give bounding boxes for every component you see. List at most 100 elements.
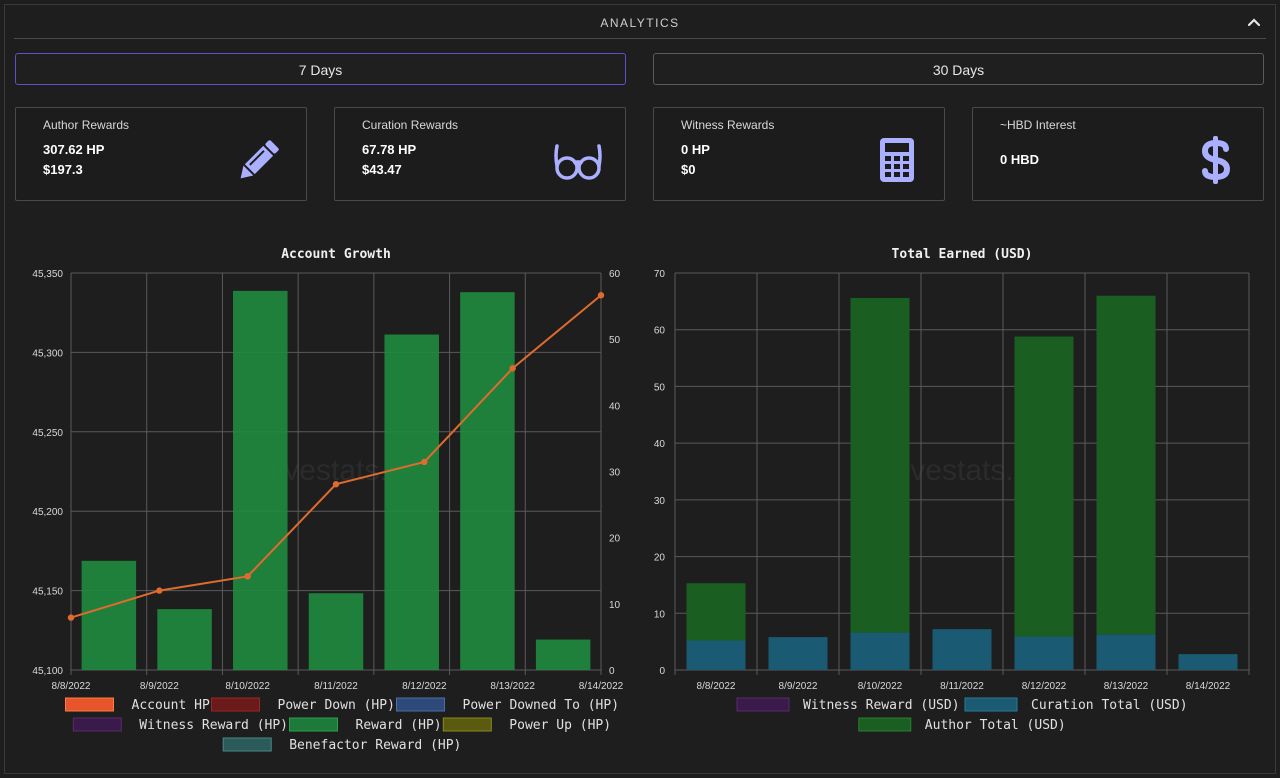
point-account-hp xyxy=(509,365,516,372)
bar-reward-hp xyxy=(308,593,364,670)
legend-swatch xyxy=(736,697,790,712)
x-tick-label: 8/9/2022 xyxy=(140,681,179,692)
bar-author-total-usd xyxy=(686,583,746,641)
x-tick-label: 8/8/2022 xyxy=(52,681,91,692)
point-account-hp xyxy=(67,614,75,621)
legend-label: Witness Reward (HP) xyxy=(139,718,288,733)
hbd-interest-card: ~HBD Interest 0 HBD xyxy=(972,107,1264,201)
y-tick-label-left: 45,150 xyxy=(32,587,63,598)
card-title: Witness Rewards xyxy=(681,118,775,132)
panel-title: ANALYTICS xyxy=(600,16,680,30)
bar-reward-hp xyxy=(233,290,288,670)
point-account-hp xyxy=(597,292,605,299)
range-30-days-button[interactable]: 30 Days xyxy=(653,53,1264,85)
legend-swatch xyxy=(289,717,338,732)
bar-curation-total-usd xyxy=(1096,634,1156,670)
y-tick-label-left: 45,200 xyxy=(32,507,63,518)
y-tick-label-right: 20 xyxy=(609,534,621,545)
card-value-hp: 67.78 HP xyxy=(362,142,417,157)
x-tick-label: 8/8/2022 xyxy=(697,681,736,692)
y-tick-label-left: 45,100 xyxy=(32,666,63,677)
bar-curation-total-usd xyxy=(686,640,746,670)
watermark: hivestats.io xyxy=(887,454,1037,487)
pencil-icon xyxy=(240,140,279,179)
x-tick-label: 8/13/2022 xyxy=(1104,681,1149,692)
analytics-header: ANALYTICS xyxy=(14,10,1266,39)
witness-rewards-card: Witness Rewards 0 HP $0 xyxy=(653,107,945,201)
y-tick-label-right: 50 xyxy=(609,335,621,346)
legend-swatch xyxy=(858,717,912,732)
point-account-hp xyxy=(156,587,163,594)
y-tick-label-right: 10 xyxy=(609,600,621,611)
card-value-hp: 0 HP xyxy=(681,142,710,157)
bar-curation-total-usd xyxy=(1014,636,1074,670)
bar-reward-hp xyxy=(535,639,591,670)
x-tick-label: 8/13/2022 xyxy=(490,681,535,692)
legend-label: Power Up (HP) xyxy=(509,718,611,733)
bar-author-total-usd xyxy=(1014,336,1074,637)
x-tick-label: 8/14/2022 xyxy=(579,681,624,692)
y-tick-label-right: 30 xyxy=(609,468,621,479)
legend-label: Curation Total (USD) xyxy=(1031,698,1188,713)
legend-label: Account HP xyxy=(132,698,210,713)
bar-author-total-usd xyxy=(1096,295,1156,635)
legend-label: Witness Reward (USD) xyxy=(803,698,960,713)
x-tick-label: 8/10/2022 xyxy=(225,681,270,692)
point-account-hp xyxy=(244,573,251,580)
x-tick-label: 8/14/2022 xyxy=(1186,681,1231,692)
range-7-days-button[interactable]: 7 Days xyxy=(15,53,626,85)
x-tick-label: 8/10/2022 xyxy=(858,681,903,692)
y-tick-label: 20 xyxy=(654,553,666,564)
point-account-hp xyxy=(421,458,428,466)
y-tick-label-right: 60 xyxy=(609,269,621,280)
legend-swatch xyxy=(442,717,492,732)
y-tick-label-left: 45,300 xyxy=(32,348,63,359)
curation-rewards-card: Curation Rewards 67.78 HP $43.47 xyxy=(334,107,626,201)
bar-curation-total-usd xyxy=(850,632,910,670)
bar-reward-hp xyxy=(384,334,439,670)
y-tick-label: 10 xyxy=(654,609,666,620)
card-value-usd: $43.47 xyxy=(362,162,402,177)
x-tick-label: 8/11/2022 xyxy=(940,681,984,692)
bar-curation-total-usd xyxy=(932,629,992,670)
card-title: ~HBD Interest xyxy=(1000,118,1076,132)
chevron-up-icon[interactable] xyxy=(1246,14,1262,30)
legend-label: Reward (HP) xyxy=(356,718,442,733)
legend-label: Power Downed To (HP) xyxy=(463,698,620,713)
x-tick-label: 8/12/2022 xyxy=(1022,681,1067,692)
x-tick-label: 8/11/2022 xyxy=(314,681,358,692)
point-account-hp xyxy=(332,481,340,488)
y-tick-label: 50 xyxy=(654,382,666,393)
card-title: Author Rewards xyxy=(43,118,130,132)
author-rewards-card: Author Rewards 307.62 HP $197.3 xyxy=(15,107,307,201)
y-tick-label: 30 xyxy=(654,496,666,507)
dollar-icon xyxy=(1201,136,1231,184)
glasses-icon xyxy=(554,144,602,180)
legend-swatch xyxy=(964,697,1018,712)
y-tick-label: 60 xyxy=(654,326,666,337)
calculator-icon xyxy=(880,138,914,182)
card-value-usd: $0 xyxy=(681,162,696,177)
y-tick-label-right: 0 xyxy=(609,666,615,677)
y-tick-label: 70 xyxy=(654,269,666,280)
y-tick-label: 40 xyxy=(654,439,666,450)
y-tick-label-left: 45,350 xyxy=(32,269,63,280)
chart-title: Account Growth xyxy=(281,247,391,262)
legend-swatch xyxy=(211,697,260,712)
chart-title: Total Earned (USD) xyxy=(892,247,1033,262)
legend-swatch xyxy=(396,697,445,712)
card-value-usd: $197.3 xyxy=(43,162,83,177)
y-tick-label-left: 45,250 xyxy=(32,428,63,439)
analytics-panel xyxy=(4,4,1276,774)
bar-reward-hp xyxy=(460,292,515,670)
bar-reward-hp xyxy=(157,609,212,670)
bar-author-total-usd xyxy=(850,297,910,633)
legend-swatch xyxy=(65,697,114,712)
card-value-hp: 307.62 HP xyxy=(43,142,105,157)
account-growth-chart: Account Growthhivestats.io45,10045,15045… xyxy=(32,247,624,753)
x-tick-label: 8/9/2022 xyxy=(779,681,818,692)
legend-label: Power Down (HP) xyxy=(278,698,395,713)
card-title: Curation Rewards xyxy=(362,118,459,132)
y-tick-label: 0 xyxy=(659,666,665,677)
legend-swatch xyxy=(72,717,122,732)
